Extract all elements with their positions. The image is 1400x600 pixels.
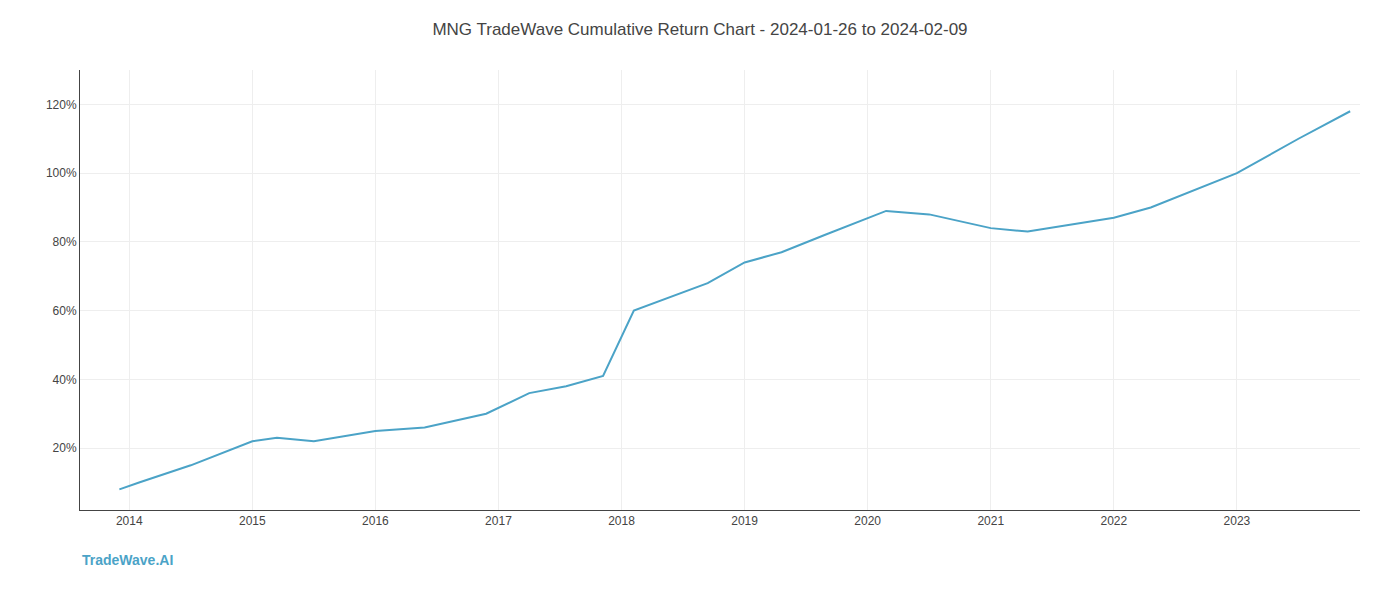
svg-text:2018: 2018 bbox=[608, 514, 635, 528]
svg-text:120%: 120% bbox=[46, 98, 77, 112]
svg-text:2014: 2014 bbox=[116, 514, 143, 528]
svg-text:2020: 2020 bbox=[854, 514, 881, 528]
svg-text:2021: 2021 bbox=[977, 514, 1004, 528]
svg-text:2016: 2016 bbox=[362, 514, 389, 528]
svg-text:MNG TradeWave Cumulative Retur: MNG TradeWave Cumulative Return Chart - … bbox=[432, 20, 967, 39]
svg-text:2017: 2017 bbox=[485, 514, 512, 528]
svg-text:40%: 40% bbox=[53, 373, 77, 387]
svg-text:60%: 60% bbox=[53, 304, 77, 318]
svg-text:TradeWave.AI: TradeWave.AI bbox=[82, 552, 173, 568]
svg-text:20%: 20% bbox=[53, 441, 77, 455]
svg-text:2019: 2019 bbox=[731, 514, 758, 528]
svg-text:2023: 2023 bbox=[1224, 514, 1251, 528]
svg-text:2015: 2015 bbox=[239, 514, 266, 528]
svg-text:80%: 80% bbox=[53, 235, 77, 249]
svg-text:100%: 100% bbox=[46, 166, 77, 180]
svg-text:2022: 2022 bbox=[1100, 514, 1127, 528]
